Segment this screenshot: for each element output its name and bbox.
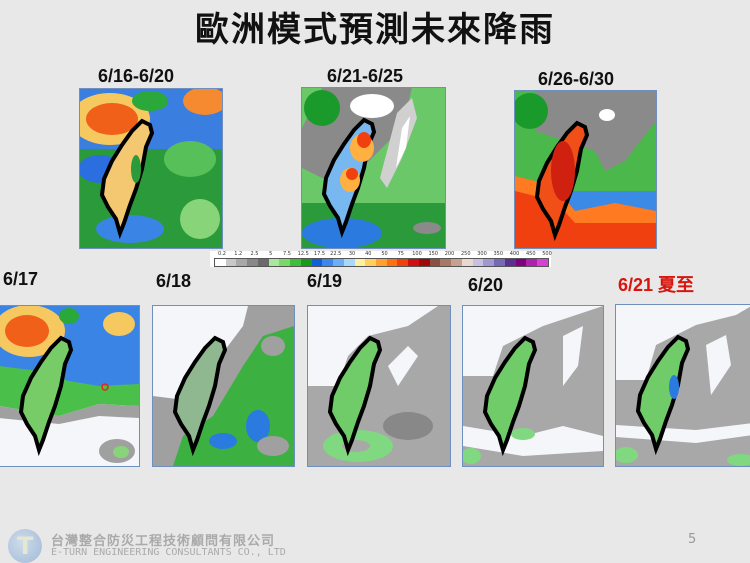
legend-ticks: 0.2 1.2 2.5 5 7.5 12.5 17.5 22.5 30 40 50 75 100 150 2… (210, 251, 552, 258)
legend-swatch (461, 259, 473, 266)
legend-swatch (365, 259, 377, 266)
legend-tick-label: 17.5 (313, 251, 326, 257)
legend-tick-label: 100 (412, 251, 422, 257)
legend-tick-label: 7.5 (283, 251, 291, 257)
panel-label-week1: 6/16-6/20 (98, 66, 175, 86)
legend-swatch (418, 259, 430, 266)
company-logo-icon (8, 529, 42, 563)
legend-tick-label: 5 (269, 251, 273, 257)
legend-tick-label: 150 (428, 251, 439, 257)
panel-label-day2: 6/18 (156, 271, 192, 291)
legend-swatch (215, 259, 226, 266)
company-name-en: E-TURN ENGINEERING CONSULTANTS CO., LTD (51, 547, 286, 558)
legend-tick-label: 22.5 (330, 251, 342, 257)
rain-map-day-0618 (152, 305, 295, 467)
slide-title: 歐洲模式預測未來降雨 (195, 10, 555, 50)
legend-swatch (247, 259, 258, 266)
legend-swatch (376, 259, 387, 266)
panel-label-day3: 6/19 (307, 271, 343, 291)
legend-swatch (300, 259, 312, 266)
legend-swatch (429, 259, 441, 266)
panel-label-week2: 6/21-6/25 (327, 66, 404, 86)
legend-swatch (354, 259, 366, 266)
legend-tick-label: 300 (477, 251, 487, 257)
rain-map-day-0621 (615, 304, 750, 467)
rain-map-week2 (301, 87, 446, 249)
legend-swatch (526, 259, 538, 266)
legend-swatch (343, 259, 355, 266)
panel-label-week3: 6/26-6/30 (538, 69, 615, 89)
rain-map-week3 (514, 90, 657, 249)
rain-map-week1 (79, 88, 223, 249)
legend-swatch (333, 259, 344, 266)
legend-swatch (322, 259, 334, 266)
rain-map-day-0620 (462, 305, 604, 467)
legend-swatch (268, 259, 280, 266)
legend-tick-label: 2.5 (250, 251, 259, 257)
legend-swatch (504, 259, 516, 266)
legend-tick-label: 1.2 (234, 251, 243, 257)
legend-swatch (386, 259, 398, 266)
legend-tick-label: 50 (381, 251, 388, 257)
panel-label-day1: 6/17 (3, 269, 39, 289)
legend-tick-label: 75 (397, 251, 404, 257)
panel-label-day4: 6/20 (468, 275, 504, 295)
panel-label-day5-summer-solstice: 6/21 夏至 (618, 275, 695, 295)
legend-swatch (408, 259, 419, 266)
legend-swatch (397, 259, 409, 266)
legend-tick-label: 0.2 (218, 251, 226, 257)
legend-swatch (279, 259, 291, 266)
rain-map-day-0617 (0, 305, 140, 467)
company-name-zh: 台灣整合防災工程技術顧問有限公司 (51, 534, 276, 549)
legend-tick-label: 250 (460, 251, 471, 257)
legend-swatch (440, 259, 452, 266)
legend-tick-label: 400 (509, 251, 520, 257)
legend-swatch (290, 259, 301, 266)
legend-swatch (257, 259, 269, 266)
legend-tick-label: 40 (365, 251, 372, 257)
legend-swatch (311, 259, 323, 266)
legend-tick-label: 200 (444, 251, 455, 257)
legend-swatch (472, 259, 484, 266)
legend-swatch (225, 259, 237, 266)
rain-map-day-0619 (307, 305, 451, 467)
legend-tick-label: 30 (348, 251, 356, 257)
legend-colorbar (214, 258, 549, 267)
precipitation-legend: 0.2 1.2 2.5 5 7.5 12.5 17.5 22.5 30 40 50 75 100 150 2… (210, 251, 552, 267)
page-number: 5 (688, 532, 697, 547)
legend-tick-label: 12.5 (297, 251, 309, 257)
legend-tick-label: 450 (525, 251, 536, 257)
legend-tick-label: 350 (493, 251, 504, 257)
legend-swatch (537, 259, 548, 266)
legend-swatch (515, 259, 527, 266)
legend-tick-label: 500 (542, 251, 552, 257)
legend-swatch (236, 259, 248, 266)
legend-swatch (451, 259, 462, 266)
legend-swatch (483, 259, 495, 266)
legend-swatch (494, 259, 505, 266)
